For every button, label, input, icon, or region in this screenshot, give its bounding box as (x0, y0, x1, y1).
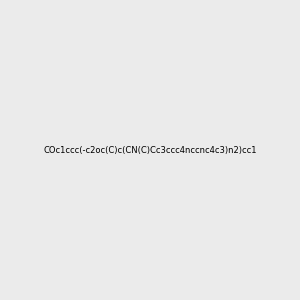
Text: COc1ccc(-c2oc(C)c(CN(C)Cc3ccc4nccnc4c3)n2)cc1: COc1ccc(-c2oc(C)c(CN(C)Cc3ccc4nccnc4c3)n… (43, 146, 257, 154)
